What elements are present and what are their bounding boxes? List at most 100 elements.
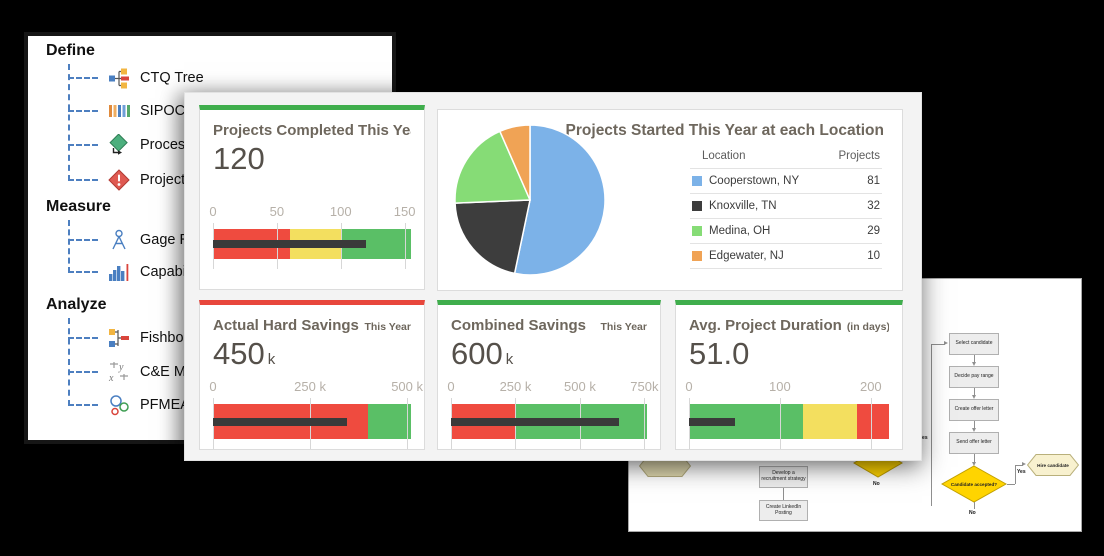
tree-connector <box>68 239 98 241</box>
pie-slice-cooperstown <box>513 124 606 276</box>
flow-decision-candidate-accepted: Candidate accepted? <box>941 465 1007 503</box>
kpi-card-avg-project-duration: Avg. Project Duration (in days) 51.0 0 10… <box>675 300 903 450</box>
tree-connector <box>68 144 98 146</box>
kpi-title: Avg. Project Duration <box>689 317 842 334</box>
legend-row: Cooperstown, NY 81 <box>690 169 882 194</box>
axis-tick-row: 0 250 k 500 k 750k <box>447 379 658 399</box>
legend-row: Knoxville, TN 32 <box>690 194 882 219</box>
bullet-zone <box>802 404 858 439</box>
bullet-gridline <box>870 398 872 449</box>
arrow-down-icon <box>971 395 976 399</box>
tree-connector <box>68 337 98 339</box>
axis-tick-label: 100 <box>769 379 791 394</box>
bullet-zone <box>368 404 411 439</box>
tree-section-analyze: Analyze <box>46 296 107 313</box>
flow-connector <box>973 454 975 464</box>
kpi-card-combined-savings: Combined Savings This Year 600 k 0 250 k 50… <box>437 300 661 450</box>
tree-connector <box>68 371 98 373</box>
bullet-track <box>213 223 411 269</box>
axis-tick-label: 500 k <box>391 379 424 394</box>
svg-text:x: x <box>108 373 114 383</box>
legend-label: Medina, OH <box>709 225 771 237</box>
flow-connector <box>1007 483 1015 485</box>
legend-value: 10 <box>867 250 880 262</box>
pie-slice-medina <box>454 130 532 204</box>
tree-item-label: CTQ Tree <box>140 70 204 86</box>
bullet-gridline <box>407 398 409 449</box>
flow-label-no: No <box>969 510 976 516</box>
legend-header-projects: Projects <box>838 150 880 162</box>
tree-connector <box>68 220 70 273</box>
legend-swatch <box>692 251 702 261</box>
tree-connector <box>68 64 70 181</box>
legend-value: 29 <box>867 225 880 237</box>
tree-item-ctq-tree[interactable]: CTQ Tree <box>108 66 204 90</box>
kpi-value: 51.0 <box>689 336 750 371</box>
legend-swatch <box>692 226 702 236</box>
tree-item-label: SIPOC <box>140 103 186 119</box>
ctq-tree-icon <box>109 68 129 89</box>
svg-text:Candidate accepted?: Candidate accepted? <box>951 482 997 487</box>
tree-item-sipoc[interactable]: SIPOC <box>108 99 185 123</box>
axis-tick-label: 0 <box>209 379 217 394</box>
bullet-chart: 0 50 100 150 <box>209 204 415 269</box>
flow-step-select-candidate: Select candidate <box>949 333 999 355</box>
axis-tick-label: 0 <box>447 379 455 394</box>
pie-slice-knoxville <box>454 199 531 275</box>
project-risk-icon <box>108 169 130 191</box>
legend-value: 81 <box>867 175 880 187</box>
bullet-gridline <box>404 223 406 269</box>
tree-section-define: Define <box>46 42 95 59</box>
flow-label-yes-feedback: Yes <box>919 435 928 441</box>
flow-connector <box>931 344 932 506</box>
kpi-value: 120 <box>213 141 265 176</box>
tree-connector <box>68 318 70 406</box>
kpi-subtitle: This Year <box>364 321 411 333</box>
flow-connector <box>1014 465 1016 484</box>
flow-step-decide-pay-range: Decide pay range <box>949 366 999 388</box>
bullet-chart: 0 250 k 500 k <box>209 379 423 449</box>
pie-legend: Location Projects Cooperstown, NY 81 Knoxv… <box>690 150 882 269</box>
flow-step-create-offer-letter: Create offer letter <box>949 399 999 421</box>
flow-connector <box>973 355 975 364</box>
bullet-gridline <box>644 398 646 449</box>
legend-swatch <box>692 176 702 186</box>
axis-tick-row: 0 50 100 150 <box>209 204 415 224</box>
arrow-right-icon <box>944 341 948 345</box>
capability-icon <box>109 264 129 281</box>
gage-rr-icon <box>112 229 126 250</box>
axis-tick-label: 500 k <box>564 379 596 394</box>
tree-connector <box>68 404 98 406</box>
kpi-title: Projects Completed This Year <box>213 122 411 139</box>
flow-label-yes: Yes <box>1017 469 1026 475</box>
flow-connector <box>1014 464 1023 466</box>
flow-step-create-linkedin-posting: Create LinkedIn Posting <box>759 500 808 521</box>
axis-tick-label: 100 <box>329 204 352 219</box>
flow-connector <box>931 343 945 345</box>
axis-tick-label: 0 <box>685 379 693 394</box>
flow-connector <box>973 502 975 509</box>
arrow-down-icon <box>971 428 976 432</box>
flow-step-send-offer-letter: Send offer letter <box>949 432 999 454</box>
legend-header-location: Location <box>702 150 746 162</box>
bullet-zone <box>857 404 889 439</box>
svg-text:y: y <box>118 362 124 373</box>
kpi-value: 600 k <box>451 336 514 371</box>
kpi-card-actual-hard-savings: Actual Hard Savings This Year 450 k 0 250 … <box>199 300 425 450</box>
flow-connector <box>973 388 975 397</box>
flow-terminal-hire-candidate: Hire candidate <box>1027 454 1079 476</box>
bullet-measure-bar <box>213 240 367 248</box>
legend-row: Edgewater, NJ 10 <box>690 244 882 269</box>
bullet-track <box>213 398 411 449</box>
tree-connector <box>68 77 98 79</box>
tree-connector <box>68 110 98 112</box>
legend-swatch <box>692 201 702 211</box>
legend-header: Location Projects <box>690 150 882 169</box>
legend-label: Edgewater, NJ <box>709 250 784 262</box>
flow-connector <box>973 421 975 430</box>
bullet-measure-bar <box>451 417 619 426</box>
pie-card-projects-started: Projects Started This Year at each Locat… <box>437 109 903 291</box>
legend-value: 32 <box>867 200 880 212</box>
axis-tick-label: 200 <box>859 379 882 394</box>
